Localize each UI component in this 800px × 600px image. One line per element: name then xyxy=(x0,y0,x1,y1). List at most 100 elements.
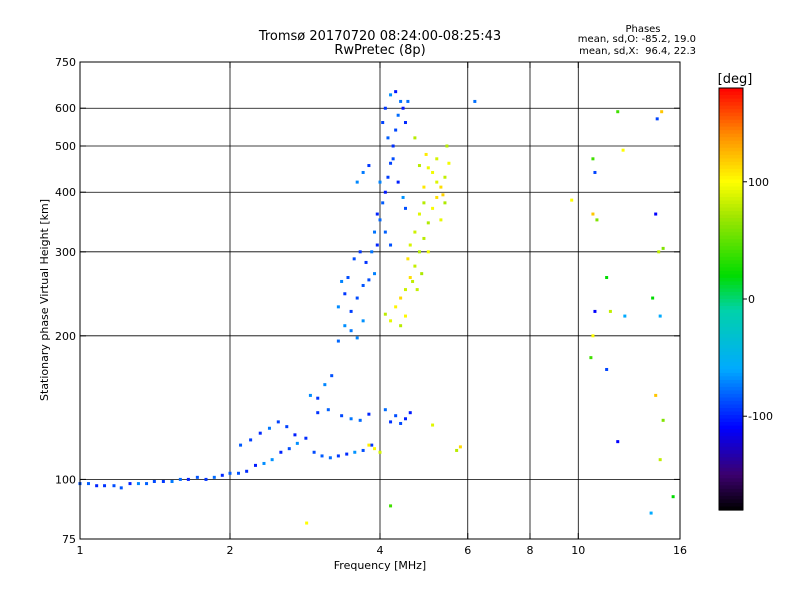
colorbar-segment xyxy=(719,295,743,300)
data-point xyxy=(455,448,459,452)
data-point xyxy=(236,471,240,475)
data-point xyxy=(383,230,387,234)
colorbar-segment xyxy=(719,256,743,261)
data-point xyxy=(399,99,403,103)
data-point xyxy=(394,128,398,132)
colorbar-segment xyxy=(719,372,743,377)
colorbar-segment xyxy=(719,179,743,184)
colorbar-segment xyxy=(719,323,743,328)
data-point xyxy=(658,458,662,462)
data-point xyxy=(245,469,249,473)
colorbar-segment xyxy=(719,453,743,458)
data-point xyxy=(458,445,462,449)
data-point xyxy=(424,152,428,156)
data-point xyxy=(358,250,362,254)
colorbar-segment xyxy=(719,478,743,483)
colorbar-segment xyxy=(719,471,743,476)
data-point xyxy=(367,443,371,447)
colorbar-segment xyxy=(719,239,743,244)
data-point xyxy=(370,250,374,254)
data-point xyxy=(86,482,90,486)
colorbar-segment xyxy=(719,232,743,237)
colorbar-segment xyxy=(719,425,743,430)
colorbar-segment xyxy=(719,302,743,307)
data-point xyxy=(128,482,132,486)
colorbar-segment xyxy=(719,397,743,402)
data-point xyxy=(358,418,362,422)
colorbar-segment xyxy=(719,253,743,258)
data-point xyxy=(343,324,347,328)
phase-colorbar: 100 0 -100 xyxy=(718,87,773,511)
grid-lines xyxy=(80,62,680,539)
x-tick-label: 6 xyxy=(464,544,471,557)
colorbar-segment xyxy=(719,144,743,149)
data-point xyxy=(367,412,371,416)
data-point xyxy=(623,314,627,318)
data-point xyxy=(415,288,419,292)
data-point xyxy=(394,305,398,309)
data-point xyxy=(435,195,439,199)
data-point xyxy=(389,319,393,323)
colorbar-tick-label: 100 xyxy=(748,176,769,189)
data-point xyxy=(328,456,332,460)
phase-stats-o-line: mean, sd,O: -85.2, 19.0 xyxy=(578,34,696,45)
data-point xyxy=(112,484,116,488)
data-point xyxy=(355,336,359,340)
data-point xyxy=(403,206,407,210)
data-point xyxy=(119,486,123,490)
colorbar-segment xyxy=(719,200,743,205)
data-point xyxy=(308,393,312,397)
colorbar-segment xyxy=(719,309,743,314)
data-point xyxy=(401,195,405,199)
data-point xyxy=(340,279,344,283)
colorbar-segment xyxy=(719,119,743,124)
colorbar-segment xyxy=(719,376,743,381)
data-point xyxy=(443,175,447,179)
data-point xyxy=(361,448,365,452)
colorbar-segment xyxy=(719,379,743,384)
data-point xyxy=(649,511,653,515)
data-point xyxy=(570,198,574,202)
y-tick-label: 400 xyxy=(55,186,76,199)
data-point xyxy=(355,180,359,184)
y-tick-label: 75 xyxy=(62,533,76,546)
colorbar-segment xyxy=(719,411,743,416)
data-points xyxy=(78,90,675,525)
data-point xyxy=(417,250,421,254)
colorbar-segment xyxy=(719,291,743,297)
data-point xyxy=(103,484,107,488)
data-point xyxy=(316,411,320,415)
data-point xyxy=(336,454,340,458)
data-point xyxy=(441,193,445,197)
data-point xyxy=(403,417,407,421)
data-point xyxy=(349,309,353,313)
data-point xyxy=(658,314,662,318)
colorbar-segment xyxy=(719,299,743,304)
data-point xyxy=(591,157,595,161)
data-point xyxy=(589,356,593,360)
data-point xyxy=(391,144,395,148)
colorbar-segment xyxy=(719,165,743,170)
data-point xyxy=(399,421,403,425)
colorbar-segment xyxy=(719,140,743,145)
y-tick-label: 100 xyxy=(55,473,76,486)
data-point xyxy=(651,296,655,300)
colorbar-segment xyxy=(719,355,743,360)
colorbar-segment xyxy=(719,214,743,219)
colorbar-segment xyxy=(719,460,743,465)
data-point xyxy=(270,458,274,462)
data-point xyxy=(422,236,426,240)
y-tick-label: 600 xyxy=(55,102,76,115)
colorbar-segment xyxy=(719,386,743,392)
colorbar-segment xyxy=(719,400,743,406)
data-point xyxy=(655,117,659,121)
colorbar-segment xyxy=(719,492,743,497)
data-point xyxy=(178,477,182,481)
data-point xyxy=(305,521,309,525)
colorbar-segment xyxy=(719,133,743,138)
data-point xyxy=(422,201,426,205)
data-point xyxy=(422,185,426,189)
data-point xyxy=(276,420,280,424)
colorbar-segment xyxy=(719,488,743,494)
